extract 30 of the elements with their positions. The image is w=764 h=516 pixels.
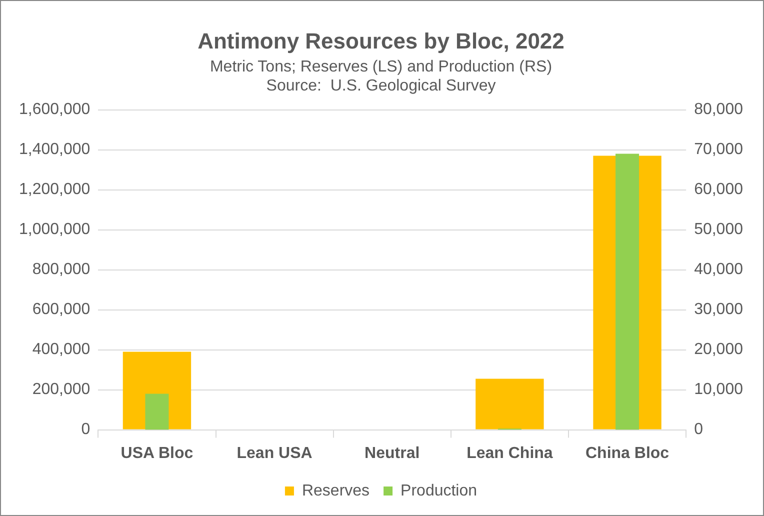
y-tick-label: 1,400,000: [18, 141, 90, 158]
y-tick-label: 1,000,000: [18, 221, 90, 238]
y2-tick-label: 30,000: [694, 301, 744, 318]
chart-subtitle: Metric Tons; Reserves (LS) and Production (RS): [210, 58, 552, 76]
y-tick-label: 400,000: [32, 341, 90, 358]
y-tick-label: 1,200,000: [18, 181, 90, 198]
chart-title: Antimony Resources by Bloc, 2022: [198, 28, 564, 54]
x-tick-label: China Bloc: [585, 444, 670, 462]
x-tick-label: Lean China: [466, 444, 553, 462]
y-tick-label: 800,000: [32, 261, 90, 278]
y2-tick-label: 80,000: [694, 101, 744, 118]
legend-label: Reserves: [302, 482, 370, 500]
y2-tick-label: 70,000: [694, 141, 744, 158]
bar: [145, 394, 169, 430]
y2-tick-label: 50,000: [694, 221, 744, 238]
bar: [476, 378, 544, 430]
y-tick-label: 1,600,000: [18, 101, 90, 118]
y2-tick-label: 20,000: [694, 341, 744, 358]
y2-tick-label: 40,000: [694, 261, 744, 278]
x-tick-label: Lean USA: [236, 444, 313, 462]
source-note: Source: U.S. Geological Survey: [266, 78, 496, 95]
y-tick-label: 200,000: [32, 381, 90, 398]
y2-tick-label: 10,000: [694, 381, 744, 398]
x-tick-label: USA Bloc: [120, 444, 194, 462]
legend-label: Production: [400, 482, 478, 500]
x-tick-label: Neutral: [364, 444, 420, 462]
y-tick-label: 600,000: [32, 301, 90, 318]
y-tick-label: 0: [81, 421, 90, 438]
y2-tick-label: 0: [694, 421, 704, 438]
y2-tick-label: 60,000: [694, 181, 744, 198]
